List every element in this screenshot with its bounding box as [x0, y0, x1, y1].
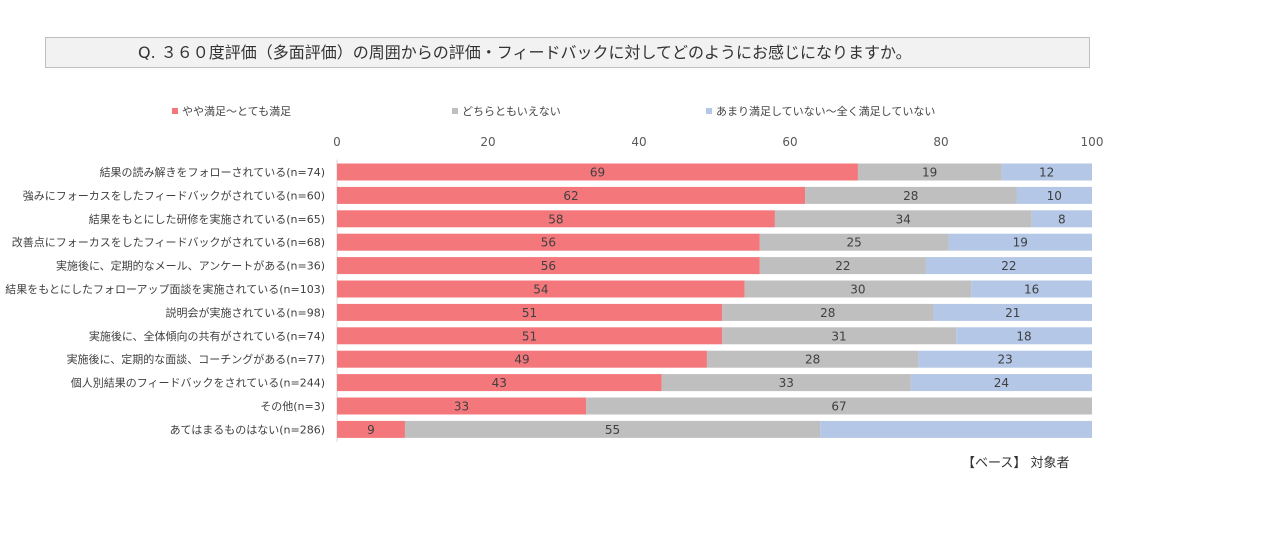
category-label: 結果をもとにしたフォローアップ面談を実施されている(n=103) — [5, 282, 325, 296]
x-tick-label: 100 — [1081, 135, 1104, 149]
bar-segment-unsatisfied — [820, 420, 1092, 438]
data-label-satisfied: 56 — [541, 236, 556, 250]
legend-item-neutral: どちらともいえない — [452, 103, 561, 119]
bar-segment-satisfied — [337, 257, 760, 275]
data-label-satisfied: 43 — [492, 376, 507, 390]
data-label-neutral: 19 — [922, 166, 937, 180]
data-label-unsatisfied: 24 — [994, 376, 1009, 390]
bar-segment-neutral — [774, 210, 1032, 228]
x-tick-label: 60 — [782, 135, 797, 149]
data-label-neutral: 34 — [896, 212, 911, 226]
data-label-satisfied: 62 — [563, 189, 578, 203]
bar-segment-unsatisfied — [910, 374, 1092, 392]
data-label-neutral: 25 — [847, 236, 862, 250]
bar-segment-satisfied — [337, 280, 745, 298]
data-label-unsatisfied: 8 — [1058, 212, 1066, 226]
bar-segment-satisfied — [337, 303, 723, 321]
data-label-neutral: 30 — [850, 283, 865, 297]
category-label: その他(n=3) — [260, 400, 325, 413]
bar-segment-neutral — [722, 303, 934, 321]
data-label-neutral: 28 — [805, 353, 820, 367]
category-label: 改善点にフォーカスをしたフィードバックがされている(n=68) — [12, 235, 325, 249]
data-label-satisfied: 51 — [522, 329, 537, 343]
legend-label-unsatisfied: あまり満足していない～全く満足していない — [716, 105, 936, 118]
legend-item-satisfied: やや満足～とても満足 — [172, 103, 291, 119]
bar-segment-neutral — [759, 257, 926, 275]
bar-segment-unsatisfied — [1031, 210, 1092, 228]
data-label-neutral: 55 — [605, 423, 620, 437]
x-tick-label: 80 — [933, 135, 948, 149]
data-label-neutral: 28 — [820, 306, 835, 320]
bar-segment-satisfied — [337, 327, 723, 345]
data-label-satisfied: 69 — [590, 166, 605, 180]
bar-segment-satisfied — [337, 233, 760, 251]
category-label: 実施後に、定期的なメール、アンケートがある(n=36) — [56, 259, 325, 273]
x-tick-label: 40 — [631, 135, 646, 149]
data-label-neutral: 67 — [831, 400, 846, 414]
data-label-satisfied: 33 — [454, 400, 469, 414]
category-label: 強みにフォーカスをしたフィードバックがされている(n=60) — [23, 188, 325, 202]
legend-label-neutral: どちらともいえない — [462, 105, 561, 118]
legend-swatch-neutral — [452, 108, 458, 114]
bar-segment-neutral — [706, 350, 919, 368]
data-label-unsatisfied: 12 — [1039, 166, 1054, 180]
bar-segment-unsatisfied — [1016, 186, 1092, 204]
data-label-unsatisfied: 16 — [1024, 283, 1039, 297]
bar-segment-satisfied — [337, 163, 858, 181]
data-label-satisfied: 51 — [522, 306, 537, 320]
data-label-unsatisfied: 19 — [1013, 236, 1028, 250]
bar-segment-satisfied — [337, 397, 587, 415]
base-note: 【ベース】 対象者 — [962, 456, 1070, 471]
bar-segment-neutral — [805, 186, 1017, 204]
data-label-satisfied: 56 — [541, 259, 556, 273]
data-label-unsatisfied: 23 — [998, 353, 1013, 367]
category-label: 実施後に、定期的な面談、コーチングがある(n=77) — [67, 352, 325, 366]
bar-segment-neutral — [744, 280, 972, 298]
data-label-neutral: 28 — [903, 189, 918, 203]
bar-segment-neutral — [759, 233, 949, 251]
data-label-satisfied: 58 — [548, 212, 563, 226]
category-label: 結果をもとにした研修を実施されている(n=65) — [89, 212, 325, 226]
legend-swatch-unsatisfied — [706, 108, 712, 114]
x-tick-label: 0 — [333, 135, 341, 149]
bar-segment-unsatisfied — [918, 350, 1092, 368]
x-tick-label: 20 — [480, 135, 495, 149]
bar-segment-neutral — [586, 397, 1092, 415]
bar-segment-neutral — [857, 163, 1002, 181]
category-label: 実施後に、全体傾向の共有がされている(n=74) — [89, 329, 325, 343]
bar-segment-unsatisfied — [971, 280, 1092, 298]
legend-label-satisfied: やや満足～とても満足 — [182, 105, 292, 118]
bar-segment-neutral — [661, 374, 911, 392]
data-label-unsatisfied: 18 — [1016, 329, 1031, 343]
bar-segment-unsatisfied — [1001, 163, 1092, 181]
bar-segment-satisfied — [337, 186, 806, 204]
category-label: 個人別結果のフィードバックをされている(n=244) — [71, 376, 325, 390]
category-label: 説明会が実施されている(n=98) — [166, 305, 325, 319]
data-label-satisfied: 9 — [367, 423, 375, 437]
bar-segment-satisfied — [337, 210, 775, 228]
bar-segment-unsatisfied — [933, 303, 1092, 321]
category-label: あてはまるものはない(n=286) — [170, 423, 325, 436]
bar-segment-satisfied — [337, 420, 405, 438]
bar-segment-unsatisfied — [956, 327, 1092, 345]
bar-segment-neutral — [722, 327, 957, 345]
question-title: Q. ３６０度評価（多面評価）の周囲からの評価・フィードバックに対してどのように… — [45, 37, 1090, 68]
data-label-unsatisfied: 22 — [1001, 259, 1016, 273]
bar-segment-unsatisfied — [925, 257, 1092, 275]
data-label-satisfied: 54 — [533, 283, 548, 297]
data-label-neutral: 31 — [831, 329, 846, 343]
data-label-neutral: 33 — [779, 376, 794, 390]
legend-swatch-satisfied — [172, 108, 178, 114]
legend-item-unsatisfied: あまり満足していない～全く満足していない — [706, 103, 935, 119]
bar-segment-unsatisfied — [948, 233, 1092, 251]
bar-segment-neutral — [404, 420, 821, 438]
data-label-unsatisfied: 21 — [1005, 306, 1020, 320]
bar-segment-satisfied — [337, 350, 707, 368]
data-label-satisfied: 49 — [514, 353, 529, 367]
category-label: 結果の読み解きをフォローされている(n=74) — [100, 165, 325, 179]
data-label-unsatisfied: 10 — [1047, 189, 1062, 203]
data-label-neutral: 22 — [835, 259, 850, 273]
bar-segment-satisfied — [337, 374, 662, 392]
